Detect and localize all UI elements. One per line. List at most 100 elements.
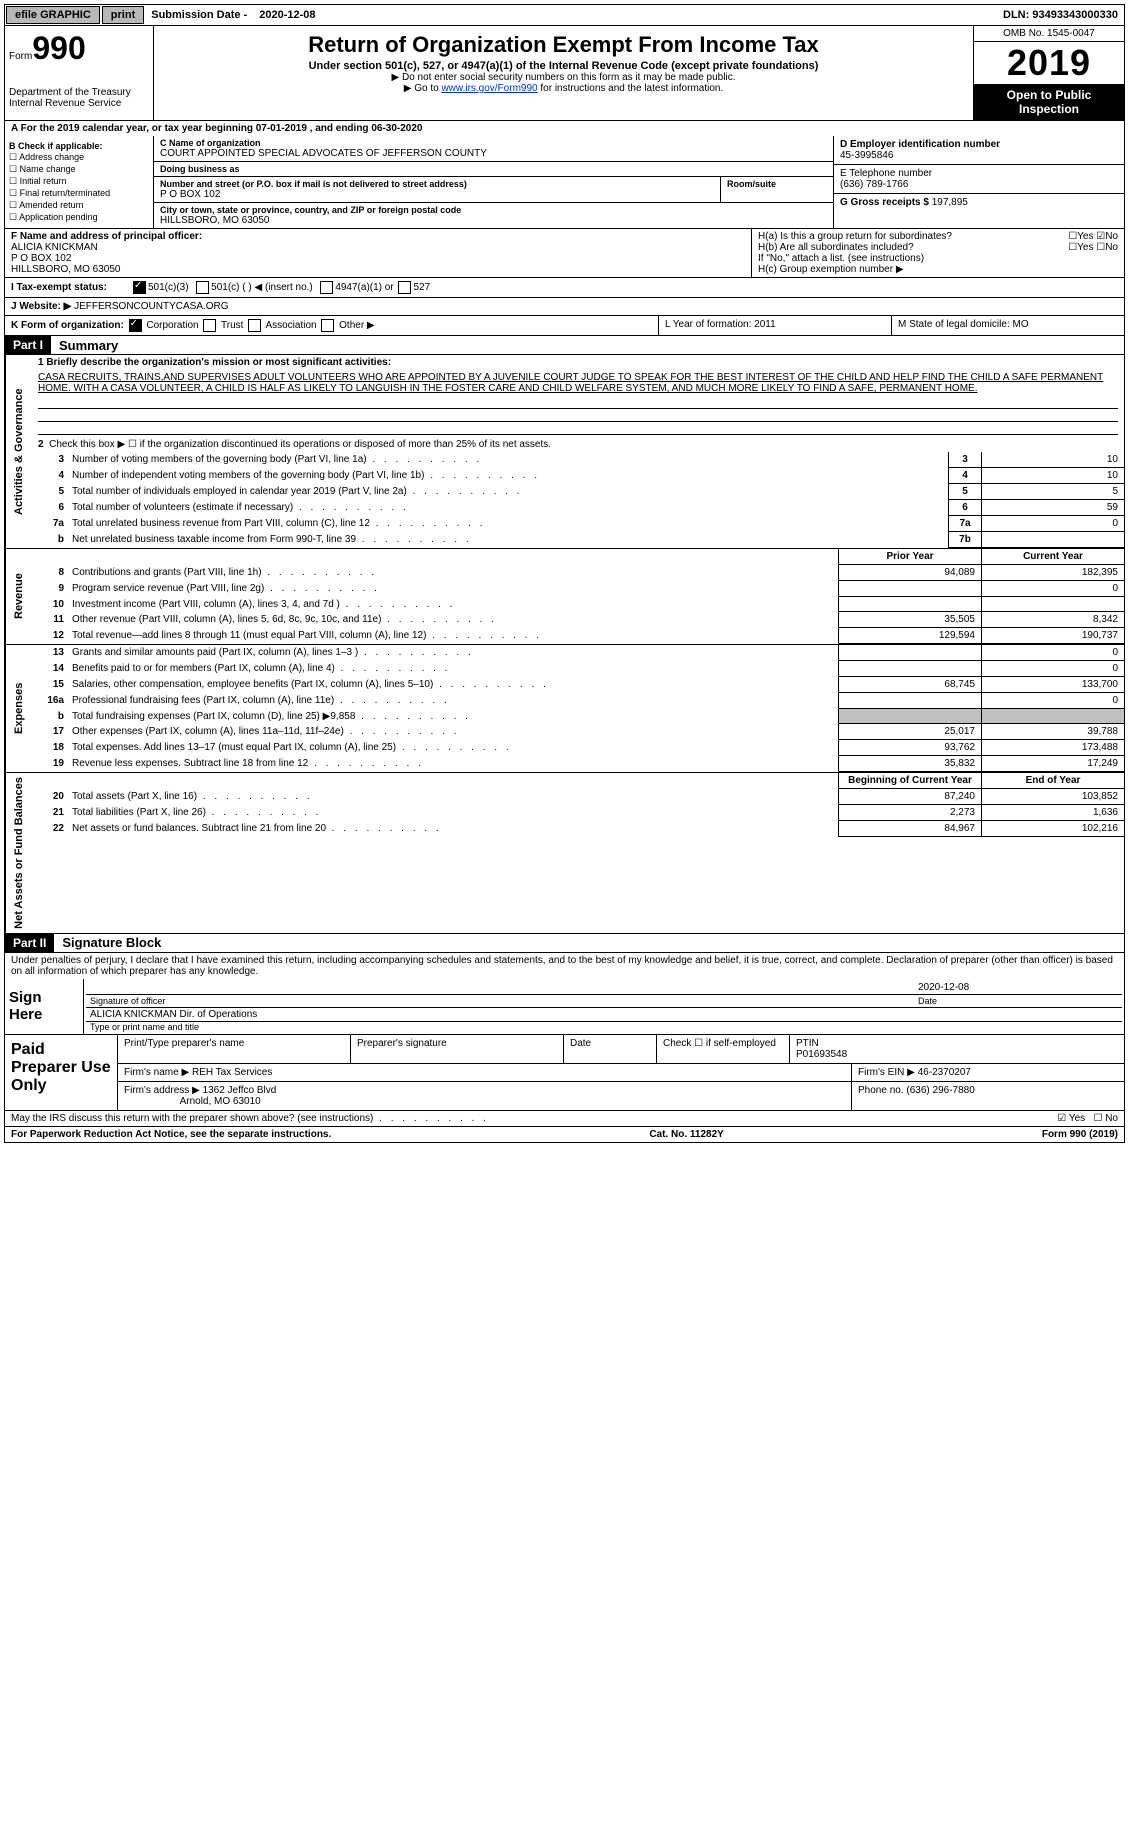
sig-date: 2020-12-08 — [918, 982, 1118, 993]
submission-date: 2020-12-08 — [253, 7, 321, 23]
chk-other[interactable] — [321, 319, 334, 332]
declaration: Under penalties of perjury, I declare th… — [5, 953, 1124, 979]
part1-title: Summary — [51, 338, 118, 353]
state-domicile: M State of legal domicile: MO — [891, 316, 1124, 335]
summary-row: 12Total revenue—add lines 8 through 11 (… — [32, 628, 1124, 644]
summary-row: 16aProfessional fundraising fees (Part I… — [32, 693, 1124, 709]
chk-amended[interactable]: Amended return — [9, 200, 149, 211]
summary-row: 19Revenue less expenses. Subtract line 1… — [32, 756, 1124, 772]
ptin: P01693548 — [796, 1049, 847, 1060]
side-exp: Expenses — [5, 645, 32, 772]
summary-row: 13Grants and similar amounts paid (Part … — [32, 645, 1124, 661]
submission-label: Submission Date - — [145, 7, 253, 23]
chk-final[interactable]: Final return/terminated — [9, 188, 149, 199]
chk-pending[interactable]: Application pending — [9, 212, 149, 223]
summary-row: 10Investment income (Part VIII, column (… — [32, 597, 1124, 612]
firm-name: REH Tax Services — [192, 1067, 272, 1078]
form-header: Form990 Department of the Treasury Inter… — [4, 26, 1125, 121]
preparer-label: Paid Preparer Use Only — [5, 1035, 118, 1110]
summary-row: 9Program service revenue (Part VIII, lin… — [32, 581, 1124, 597]
summary-row: 6Total number of volunteers (estimate if… — [32, 500, 1124, 516]
chk-initial[interactable]: Initial return — [9, 176, 149, 187]
officer-addr1: P O BOX 102 — [11, 253, 745, 264]
form-title: Return of Organization Exempt From Incom… — [160, 32, 967, 58]
preparer-section: Paid Preparer Use Only Print/Type prepar… — [4, 1035, 1125, 1111]
tax-status-row: I Tax-exempt status: 501(c)(3) 501(c) ( … — [4, 278, 1125, 298]
section-fgh: F Name and address of principal officer:… — [4, 229, 1125, 278]
period-row: A For the 2019 calendar year, or tax yea… — [4, 121, 1125, 136]
prep-phone: (636) 296-7880 — [906, 1085, 974, 1096]
revenue-section: Revenue Prior Year Current Year 8Contrib… — [4, 549, 1125, 645]
signature-section: Under penalties of perjury, I declare th… — [4, 953, 1125, 1035]
part2-title: Signature Block — [54, 935, 161, 950]
summary-row: 22Net assets or fund balances. Subtract … — [32, 821, 1124, 837]
side-na: Net Assets or Fund Balances — [5, 773, 32, 933]
mission-text: CASA RECRUITS, TRAINS,AND SUPERVISES ADU… — [32, 370, 1124, 396]
entity-block: B Check if applicable: Address change Na… — [4, 136, 1125, 229]
efile-button[interactable]: efile GRAPHIC — [6, 6, 100, 24]
blank-line — [38, 398, 1118, 409]
part2-header: Part II — [5, 934, 54, 952]
expenses-section: Expenses 13Grants and similar amounts pa… — [4, 645, 1125, 773]
line2: 2 Check this box ▶ ☐ if the organization… — [32, 437, 1124, 452]
firm-addr: 1362 Jeffco Blvd — [203, 1085, 277, 1096]
form-number: Form990 — [9, 30, 149, 67]
ein: 45-3995846 — [840, 150, 1118, 161]
summary-row: 21Total liabilities (Part X, line 26)2,2… — [32, 805, 1124, 821]
summary-row: 5Total number of individuals employed in… — [32, 484, 1124, 500]
part2-bar: Part II Signature Block — [4, 934, 1125, 953]
summary-row: bTotal fundraising expenses (Part IX, co… — [32, 709, 1124, 724]
section-b: B Check if applicable: Address change Na… — [5, 136, 154, 228]
website-row: J Website: ▶ JEFFERSONCOUNTYCASA.ORG — [4, 298, 1125, 316]
form-subtitle: Under section 501(c), 527, or 4947(a)(1)… — [160, 60, 967, 72]
gross-receipts: 197,895 — [932, 197, 968, 208]
col-headers-na: Beginning of Current Year End of Year — [32, 773, 1124, 789]
chk-trust[interactable] — [203, 319, 216, 332]
note-ssn: ▶ Do not enter social security numbers o… — [160, 72, 967, 83]
print-button[interactable]: print — [102, 6, 144, 24]
line1-label: 1 Briefly describe the organization's mi… — [32, 355, 1124, 370]
firm-ein: 46-2370207 — [918, 1067, 971, 1078]
summary-row: 8Contributions and grants (Part VIII, li… — [32, 565, 1124, 581]
section-d: D Employer identification number 45-3995… — [833, 136, 1124, 228]
open-public-badge: Open to Public Inspection — [974, 84, 1124, 120]
phone: (636) 789-1766 — [840, 179, 1118, 190]
dept-label: Department of the Treasury Internal Reve… — [9, 87, 149, 109]
irs-link[interactable]: www.irs.gov/Form990 — [441, 83, 537, 94]
summary-row: 14Benefits paid to or for members (Part … — [32, 661, 1124, 677]
blank-line — [38, 411, 1118, 422]
side-rev: Revenue — [5, 549, 32, 644]
summary-row: 4Number of independent voting members of… — [32, 468, 1124, 484]
chk-address[interactable]: Address change — [9, 152, 149, 163]
side-ag: Activities & Governance — [5, 355, 32, 548]
discuss-row: May the IRS discuss this return with the… — [4, 1111, 1125, 1127]
tax-year: 2019 — [974, 42, 1124, 84]
officer-addr2: HILLSBORO, MO 63050 — [11, 264, 745, 275]
blank-line — [38, 424, 1118, 435]
website-value: JEFFERSONCOUNTYCASA.ORG — [74, 301, 228, 312]
netassets-section: Net Assets or Fund Balances Beginning of… — [4, 773, 1125, 934]
summary-row: 17Other expenses (Part IX, column (A), l… — [32, 724, 1124, 740]
dln: DLN: 93493343000330 — [1003, 9, 1124, 21]
chk-name[interactable]: Name change — [9, 164, 149, 175]
hc-label: H(c) Group exemption number ▶ — [758, 264, 1118, 275]
note-link: ▶ Go to www.irs.gov/Form990 for instruct… — [160, 83, 967, 94]
footer-mid: Cat. No. 11282Y — [649, 1129, 723, 1140]
hb-label: H(b) Are all subordinates included? ☐Yes… — [758, 242, 1118, 253]
sign-here-label: Sign Here — [5, 979, 84, 1034]
chk-527[interactable] — [398, 281, 411, 294]
summary-row: 11Other revenue (Part VIII, column (A), … — [32, 612, 1124, 628]
summary-row: 15Salaries, other compensation, employee… — [32, 677, 1124, 693]
part1-bar: Part I Summary — [4, 336, 1125, 355]
summary-row: bNet unrelated business taxable income f… — [32, 532, 1124, 548]
summary-row: 18Total expenses. Add lines 13–17 (must … — [32, 740, 1124, 756]
chk-4947[interactable] — [320, 281, 333, 294]
ha-label: H(a) Is this a group return for subordin… — [758, 231, 1118, 242]
org-name: COURT APPOINTED SPECIAL ADVOCATES OF JEF… — [160, 148, 827, 159]
chk-501c[interactable] — [196, 281, 209, 294]
omb-number: OMB No. 1545-0047 — [974, 26, 1124, 42]
chk-501c3[interactable] — [133, 281, 146, 294]
chk-corp[interactable] — [129, 319, 142, 332]
chk-assoc[interactable] — [248, 319, 261, 332]
summary-row: 3Number of voting members of the governi… — [32, 452, 1124, 468]
